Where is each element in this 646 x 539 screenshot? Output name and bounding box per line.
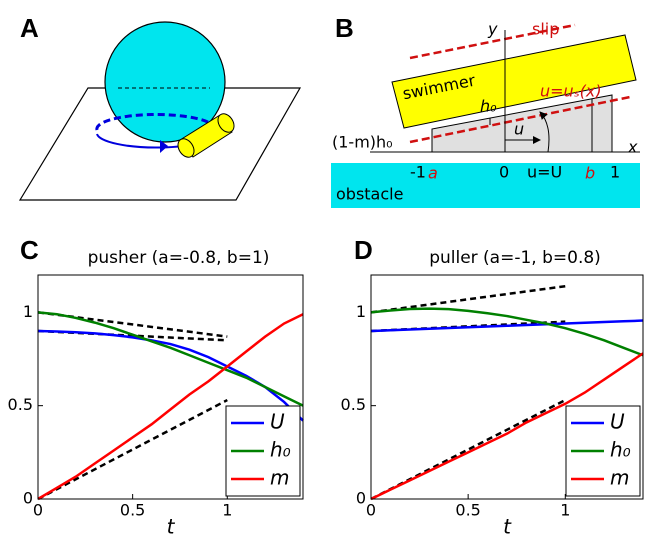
x-tick-label: 0.5 <box>120 501 145 520</box>
axis-label: x <box>627 138 638 157</box>
h0-label: h₀ <box>480 97 497 116</box>
panel-label: A <box>20 13 39 43</box>
chart-title: pusher (a=-0.8, b=1) <box>88 248 270 268</box>
x-tick-label: 0.5 <box>455 501 480 520</box>
x-tick-label: 0 <box>366 501 376 520</box>
legend-label: U <box>270 410 285 434</box>
b-label: b <box>585 164 595 183</box>
gap-label: (1-m)h₀ <box>332 133 393 152</box>
series-line <box>371 321 643 331</box>
panel-label: B <box>335 13 354 43</box>
panel-a-diagram <box>20 22 300 200</box>
x-tick-label: 0 <box>33 501 43 520</box>
legend-label: m <box>270 466 289 490</box>
tick-label: 0 <box>499 163 509 182</box>
series-line <box>38 312 303 405</box>
uU-label: u=U <box>527 163 562 182</box>
a-label: a <box>428 164 438 183</box>
panel-label: D <box>354 235 373 265</box>
figure: A B C D y slip swimmer h₀ u=uₛ(x) u (1-m… <box>0 0 646 539</box>
y-tick-label: 1 <box>356 302 366 321</box>
series-line <box>371 309 643 356</box>
panel-label: C <box>20 235 39 265</box>
tick-label: -1 <box>410 163 426 182</box>
obstacle-label: obstacle <box>336 185 403 204</box>
tick-label: 1 <box>610 163 620 182</box>
legend-label: h₀ <box>270 438 291 462</box>
y-tick-label: 0 <box>23 489 33 508</box>
y-tick-label: 0 <box>356 489 366 508</box>
reference-line <box>371 286 565 312</box>
y-tick-label: 1 <box>23 302 33 321</box>
y-tick-label: 0.5 <box>8 395 33 414</box>
x-tick-label: 1 <box>222 501 232 520</box>
us-label: u=uₛ(x) <box>540 82 602 101</box>
x-axis-label: t <box>167 515 176 539</box>
legend-label: U <box>610 410 625 434</box>
reference-line <box>38 400 227 499</box>
legend-label: m <box>610 466 629 490</box>
u-label: u <box>514 120 524 139</box>
axis-label: y <box>487 20 498 39</box>
x-tick-label: 1 <box>560 501 570 520</box>
slip-label: slip <box>532 20 559 39</box>
y-tick-label: 0.5 <box>341 395 366 414</box>
x-axis-label: t <box>503 515 512 539</box>
chart-title: puller (a=-1, b=0.8) <box>429 248 601 268</box>
legend-label: h₀ <box>610 438 631 462</box>
